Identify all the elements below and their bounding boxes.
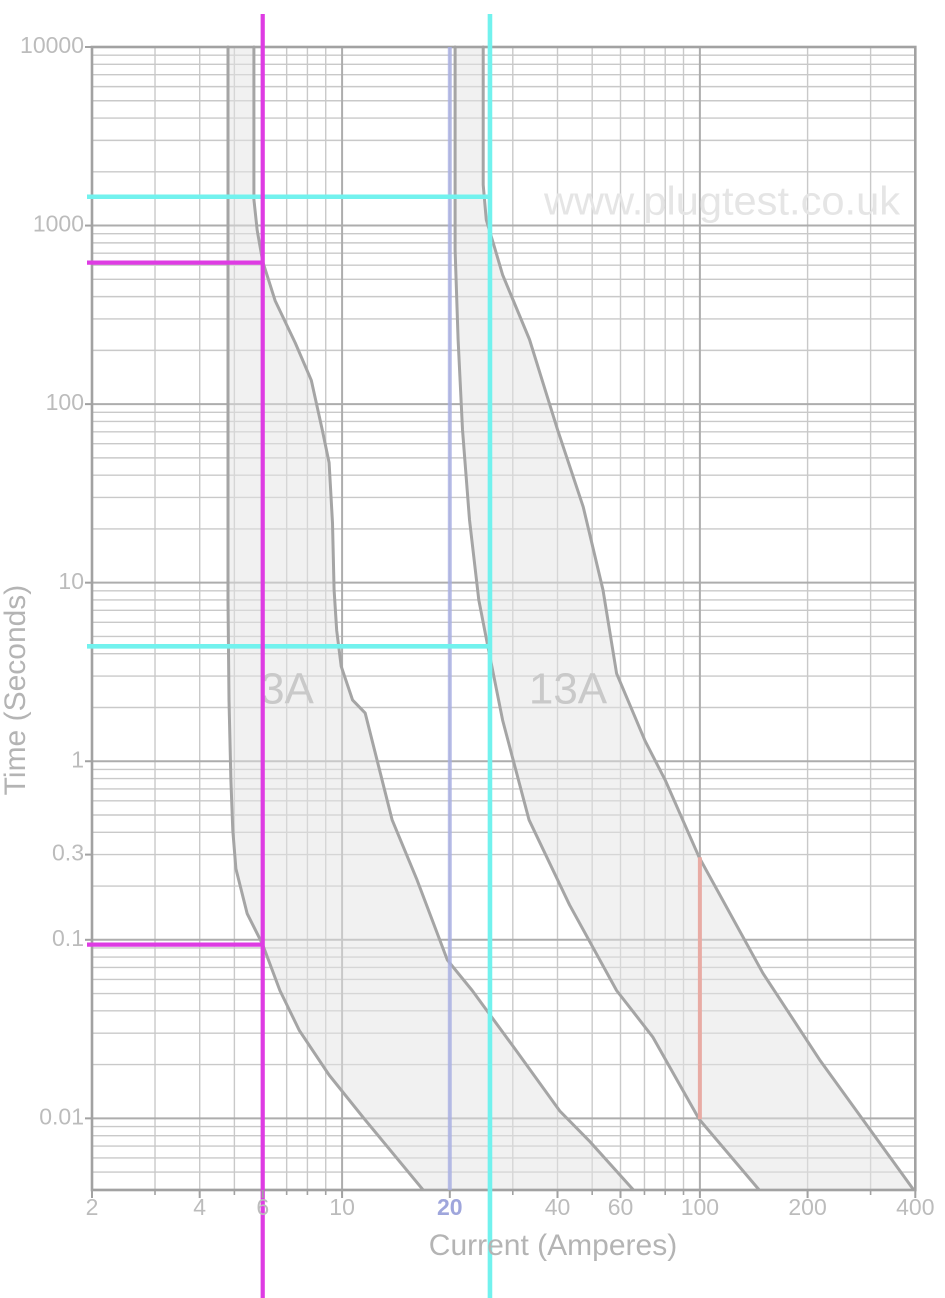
x-axis-title: Current (Amperes) <box>429 1229 677 1262</box>
fuse-bands <box>226 45 915 1191</box>
x-tick-label-100: 100 <box>681 1194 719 1220</box>
x-tick-label-10: 10 <box>329 1194 355 1220</box>
y-axis-title: Time (Seconds) <box>0 585 32 796</box>
band-label-3a: 3A <box>260 665 314 714</box>
x-tick-label-20: 20 <box>437 1194 463 1220</box>
crosshair-overlays <box>87 14 702 1298</box>
y-tick-label-1000: 1000 <box>33 211 84 237</box>
y-tick-label-10: 10 <box>58 568 84 594</box>
axis-ticks-and-labels: 2 4 6 10 20 40 60 100 200 400 10000 1000 100 10 1 0.3 0.… <box>20 32 934 1220</box>
x-tick-label-200: 200 <box>788 1194 826 1220</box>
x-tick-label-4: 4 <box>193 1194 206 1220</box>
y-tick-label-100: 100 <box>46 389 84 415</box>
plot-border <box>90 45 917 1192</box>
x-tick-label-40: 40 <box>545 1194 571 1220</box>
y-tick-label-0.1: 0.1 <box>52 925 84 951</box>
band-3a <box>226 45 635 1191</box>
y-tick-label-10000: 10000 <box>20 32 84 58</box>
x-tick-label-2: 2 <box>86 1194 99 1220</box>
y-tick-label-0.3: 0.3 <box>52 840 84 866</box>
band-label-13a: 13A <box>529 665 608 714</box>
watermark-text: www.plugtest.co.uk <box>543 180 901 224</box>
x-tick-label-60: 60 <box>608 1194 634 1220</box>
y-tick-label-0.01: 0.01 <box>39 1103 84 1129</box>
y-tick-label-1: 1 <box>71 746 84 772</box>
x-tick-label-400: 400 <box>896 1194 934 1220</box>
x-tick-label-6: 6 <box>256 1194 269 1220</box>
